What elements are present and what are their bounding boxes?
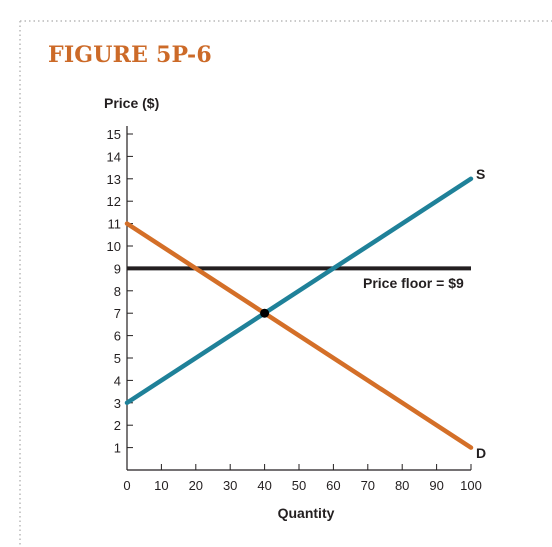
y-tick-label: 14	[107, 149, 121, 164]
y-axis-title: Price ($)	[104, 95, 159, 111]
y-tick-label: 9	[114, 261, 121, 276]
x-tick-label: 30	[223, 478, 237, 493]
supply-curve	[124, 176, 474, 406]
demand-curve-label: D	[476, 445, 486, 461]
x-tick-label: 60	[326, 478, 340, 493]
chart-labels: Price ($) Quantity Price floor = $9 S D	[104, 95, 486, 521]
y-tick-label: 6	[114, 329, 121, 344]
x-tick-label: 50	[292, 478, 306, 493]
demand-curve	[124, 221, 474, 450]
x-tick-label: 90	[429, 478, 443, 493]
y-tick-label: 5	[114, 351, 121, 366]
y-tick-label: 2	[114, 418, 121, 433]
y-tick-label: 10	[107, 239, 121, 254]
x-tick-label: 70	[361, 478, 375, 493]
y-tick-label: 12	[107, 194, 121, 209]
y-tick-label: 1	[114, 441, 121, 456]
equilibrium-point	[260, 308, 270, 318]
y-tick-label: 8	[114, 284, 121, 299]
x-tick-label: 100	[460, 478, 482, 493]
supply-curve-label: S	[476, 166, 485, 182]
x-tick-label: 20	[189, 478, 203, 493]
figure-label: FIGURE 5P-6	[48, 42, 212, 68]
x-axis-title: Quantity	[278, 505, 335, 521]
y-tick-label: 11	[108, 217, 122, 232]
price-floor-label: Price floor = $9	[363, 275, 464, 291]
x-tick-label: 80	[395, 478, 409, 493]
y-tick-label: 4	[114, 373, 121, 388]
y-tick-label: 13	[107, 172, 121, 187]
chart-series	[124, 176, 474, 450]
x-tick-label: 0	[123, 478, 130, 493]
y-tick-label: 7	[114, 306, 121, 321]
x-tick-label: 10	[154, 478, 168, 493]
y-tick-label: 3	[114, 396, 121, 411]
x-tick-label: 40	[257, 478, 271, 493]
y-tick-label: 15	[107, 127, 121, 142]
